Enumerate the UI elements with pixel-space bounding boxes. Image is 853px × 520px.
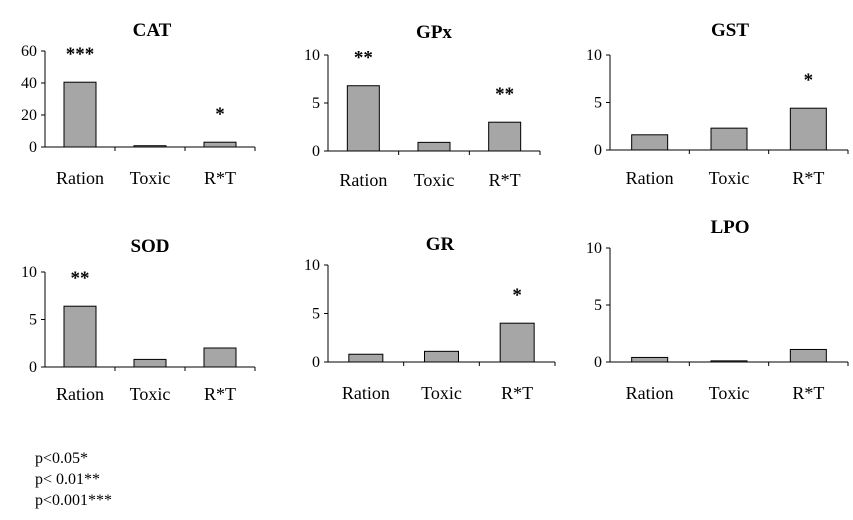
significance-gr-2: * (512, 285, 522, 306)
y-tick-label-gr-2: 10 (304, 257, 320, 274)
y-tick-label-gst-2: 10 (586, 47, 602, 64)
y-tick-label-gst-0: 0 (594, 142, 602, 159)
bar-sod-2 (203, 347, 237, 368)
y-tick-label-gst-1: 5 (594, 95, 602, 112)
category-label-sod-1: Toxic (130, 384, 171, 404)
category-label-gst-2: R*T (792, 168, 824, 188)
bar-gst-1 (710, 127, 748, 151)
category-label-cat-1: Toxic (130, 168, 171, 188)
y-tick-label-lpo-1: 5 (594, 297, 602, 314)
bar-sod-0 (63, 305, 97, 368)
significance-cat-0: *** (66, 44, 95, 65)
bar-cat-1 (133, 145, 167, 148)
category-label-sod-0: Ration (56, 384, 104, 404)
bar-lpo-0 (631, 356, 669, 363)
bar-gst-2 (789, 107, 827, 151)
bar-gpx-0 (346, 85, 380, 152)
chart-title-gr: GR (426, 234, 455, 255)
significance-cat-2: * (215, 104, 225, 125)
bar-cat-2 (203, 141, 237, 148)
chart-title-sod: SOD (130, 236, 169, 257)
y-tick-label-sod-1: 5 (29, 312, 37, 329)
category-label-cat-0: Ration (56, 168, 104, 188)
y-tick-label-lpo-2: 10 (586, 240, 602, 257)
category-label-gst-0: Ration (626, 168, 674, 188)
category-label-gpx-0: Ration (339, 170, 387, 190)
significance-sod-0: ** (71, 268, 90, 289)
bar-gr-1 (424, 350, 459, 363)
chart-title-gpx: GPx (416, 22, 452, 43)
chart-title-lpo: LPO (710, 217, 749, 238)
category-label-gr-2: R*T (501, 383, 533, 403)
category-label-lpo-2: R*T (792, 383, 824, 403)
category-label-gst-1: Toxic (709, 168, 750, 188)
y-tick-label-cat-1: 20 (21, 107, 37, 124)
y-tick-label-gpx-0: 0 (312, 143, 320, 160)
bar-lpo-2 (789, 348, 827, 363)
legend-p001: p<0.001*** (35, 492, 113, 509)
bar-cat-0 (63, 81, 97, 148)
bar-gr-2 (499, 322, 535, 363)
y-tick-label-cat-3: 60 (21, 43, 37, 60)
y-tick-label-cat-0: 0 (29, 139, 37, 156)
y-tick-label-cat-2: 40 (21, 75, 37, 92)
category-label-gpx-1: Toxic (414, 170, 455, 190)
significance-legend: p<0.05* p< 0.01** p<0.001*** (35, 448, 112, 511)
legend-p05: p<0.05* (35, 450, 89, 467)
chart-title-cat: CAT (133, 20, 172, 41)
bar-gst-0 (631, 134, 669, 151)
legend-p01: p< 0.01** (35, 471, 101, 488)
y-tick-label-gpx-1: 5 (312, 95, 320, 112)
category-label-lpo-0: Ration (626, 383, 674, 403)
y-tick-label-sod-0: 0 (29, 359, 37, 376)
bar-gpx-2 (488, 121, 522, 152)
y-tick-label-sod-2: 10 (21, 264, 37, 281)
category-label-cat-2: R*T (204, 168, 236, 188)
category-label-gr-1: Toxic (421, 383, 462, 403)
category-label-gpx-2: R*T (489, 170, 521, 190)
category-label-lpo-1: Toxic (709, 383, 750, 403)
bar-gpx-1 (417, 141, 451, 152)
category-label-sod-2: R*T (204, 384, 236, 404)
y-tick-label-gr-0: 0 (312, 354, 320, 371)
y-tick-label-gr-1: 5 (312, 306, 320, 323)
y-tick-label-lpo-0: 0 (594, 354, 602, 371)
bar-gr-0 (348, 353, 384, 363)
chart-title-gst: GST (711, 20, 749, 41)
y-tick-label-gpx-2: 10 (304, 47, 320, 64)
bar-lpo-1 (710, 360, 748, 363)
significance-gpx-2: ** (495, 84, 514, 105)
significance-gpx-0: ** (354, 48, 373, 69)
category-label-gr-0: Ration (342, 383, 390, 403)
bar-sod-1 (133, 358, 167, 368)
significance-gst-2: * (804, 70, 814, 91)
